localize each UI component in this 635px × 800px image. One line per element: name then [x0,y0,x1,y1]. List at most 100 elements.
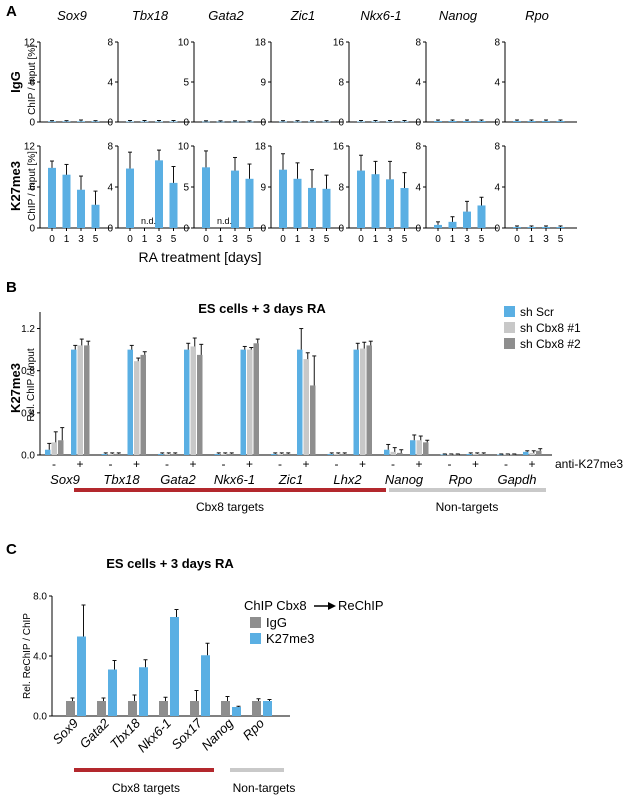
y-tick-label: 0 [29,118,35,129]
y-tick-label: 0 [494,224,500,235]
bar-Gata2-minus-2 [171,453,177,455]
gene-title-Sox9: Sox9 [57,8,87,23]
gene-label-Rpo: Rpo [449,472,473,487]
bar-Rpo-plus-0 [466,453,472,455]
nd-label: n.d. [217,216,232,226]
nontargets-label: Non-targets [436,500,499,514]
bar-Sox9-k27-0 [48,167,56,228]
x-tick-label: 5 [479,234,485,245]
y-tick-label: 5 [183,78,189,89]
y-tick-label: 0 [107,224,113,235]
y-tick-label: 0 [260,118,266,129]
antibody-sign: + [302,457,309,471]
bar-Lhx2-minus-1 [334,453,340,455]
x-tick-label: 1 [142,234,148,245]
legend-label-1: sh Cbx8 #1 [520,321,581,335]
gene-label-Nanog: Nanog [385,472,424,487]
x-tick-label: 0 [280,234,286,245]
bar-igg-Rpo [252,701,261,716]
bar-Rpo-minus-1 [447,454,453,456]
bar-Nkx6-1-k27-0 [357,170,365,228]
y-tick-label: 0.0 [33,712,47,723]
bar-Gata2-igg-3 [245,121,254,123]
targets-bar [74,768,214,772]
bar-Zic1-plus-0 [297,349,303,455]
bar-Nkx6-1-minus-1 [221,453,227,455]
y-tick-label: 0 [260,224,266,235]
antibody-sign: + [528,457,535,471]
x-tick-label: 0 [435,234,441,245]
bar-Gata2-minus-0 [158,453,164,455]
y-tick-label: 0 [415,118,421,129]
bar-Rpo-igg-0 [513,121,521,122]
bar-Sox9-igg-2 [77,121,85,122]
x-tick-label: 0 [127,234,133,245]
bar-Tbx18-minus-0 [101,453,107,455]
bar-k27me3-Gata2 [108,669,117,716]
x-tick-label: 5 [171,234,177,245]
y-tick-label: 5 [183,183,189,194]
y-tick-label: 0 [338,118,344,129]
legend-swatch-0 [250,617,261,628]
x-tick-label: 0 [49,234,55,245]
bar-Nkx6-1-k27-1 [371,174,380,228]
y-axis-label-k27me3: ChIP / Input [%] [27,151,38,221]
bar-Gata2-igg-2 [231,121,239,123]
bar-Tbx18-plus-2 [140,354,146,455]
bar-Tbx18-plus-1 [134,361,140,455]
bar-Zic1-igg-3 [322,121,331,123]
bar-Nanog-k27-3 [477,205,486,228]
x-tick-label: 0 [203,234,209,245]
y-tick-label: 0.0 [21,451,35,462]
chart-title-c: ES cells + 3 days RA [106,556,234,571]
y-tick-label: 6 [29,183,35,194]
bar-Sox9-k27-1 [62,174,71,228]
y-tick-label: 18 [255,142,267,153]
bar-Rpo-k27-3 [556,226,565,228]
y-tick-label: 10 [178,38,190,49]
legend-arrow-head [328,602,336,610]
bar-Gata2-igg-1 [216,121,225,123]
bar-Gata2-k27-3 [245,178,254,228]
panel-letter-b: B [6,279,17,296]
gene-label-Tbx18: Tbx18 [103,472,140,487]
x-tick-label: 1 [529,234,535,245]
bar-Tbx18-igg-1 [140,121,149,123]
bar-Lhx2-plus-0 [353,349,359,455]
bar-Nanog-igg-0 [434,121,442,122]
y-tick-label: 8 [494,38,500,49]
bar-Sox9-minus-0 [45,449,51,455]
bar-Gapdh-minus-1 [503,454,509,456]
bar-Sox9-plus-0 [71,349,77,455]
gene-label-Sox9: Sox9 [50,716,82,748]
y-tick-label: 8 [415,38,421,49]
bar-Zic1-minus-2 [284,453,290,455]
legend-swatch-2 [504,338,515,349]
bar-Rpo-k27-1 [527,226,536,228]
y-tick-label: 9 [260,183,266,194]
targets-label: Cbx8 targets [112,781,180,795]
gene-title-Rpo: Rpo [525,8,549,23]
bar-k27me3-Sox17 [201,655,210,716]
bar-k27me3-Nanog [232,707,241,716]
bar-Gapdh-plus-2 [536,450,542,455]
nd-label: n.d. [141,216,156,226]
bar-igg-Nkx6-1 [159,701,168,716]
x-tick-label: 3 [78,234,84,245]
y-tick-label: 1.2 [21,324,35,335]
bar-Zic1-igg-0 [279,121,287,123]
bar-Tbx18-igg-0 [126,121,134,123]
antibody-sign: + [246,457,253,471]
legend-label-1: K27me3 [266,631,314,646]
bar-Rpo-plus-2 [479,453,485,455]
nontargets-bar [389,488,546,492]
bar-Gapdh-plus-1 [529,452,535,455]
antibody-sign: + [415,457,422,471]
bar-Rpo-k27-2 [542,226,550,228]
bar-Tbx18-k27-3 [169,182,178,228]
bar-Zic1-plus-1 [303,359,309,455]
x-tick-label: 3 [309,234,315,245]
antibody-sign: + [359,457,366,471]
bar-Sox9-minus-2 [58,440,64,455]
y-tick-label: 8.0 [33,592,47,603]
